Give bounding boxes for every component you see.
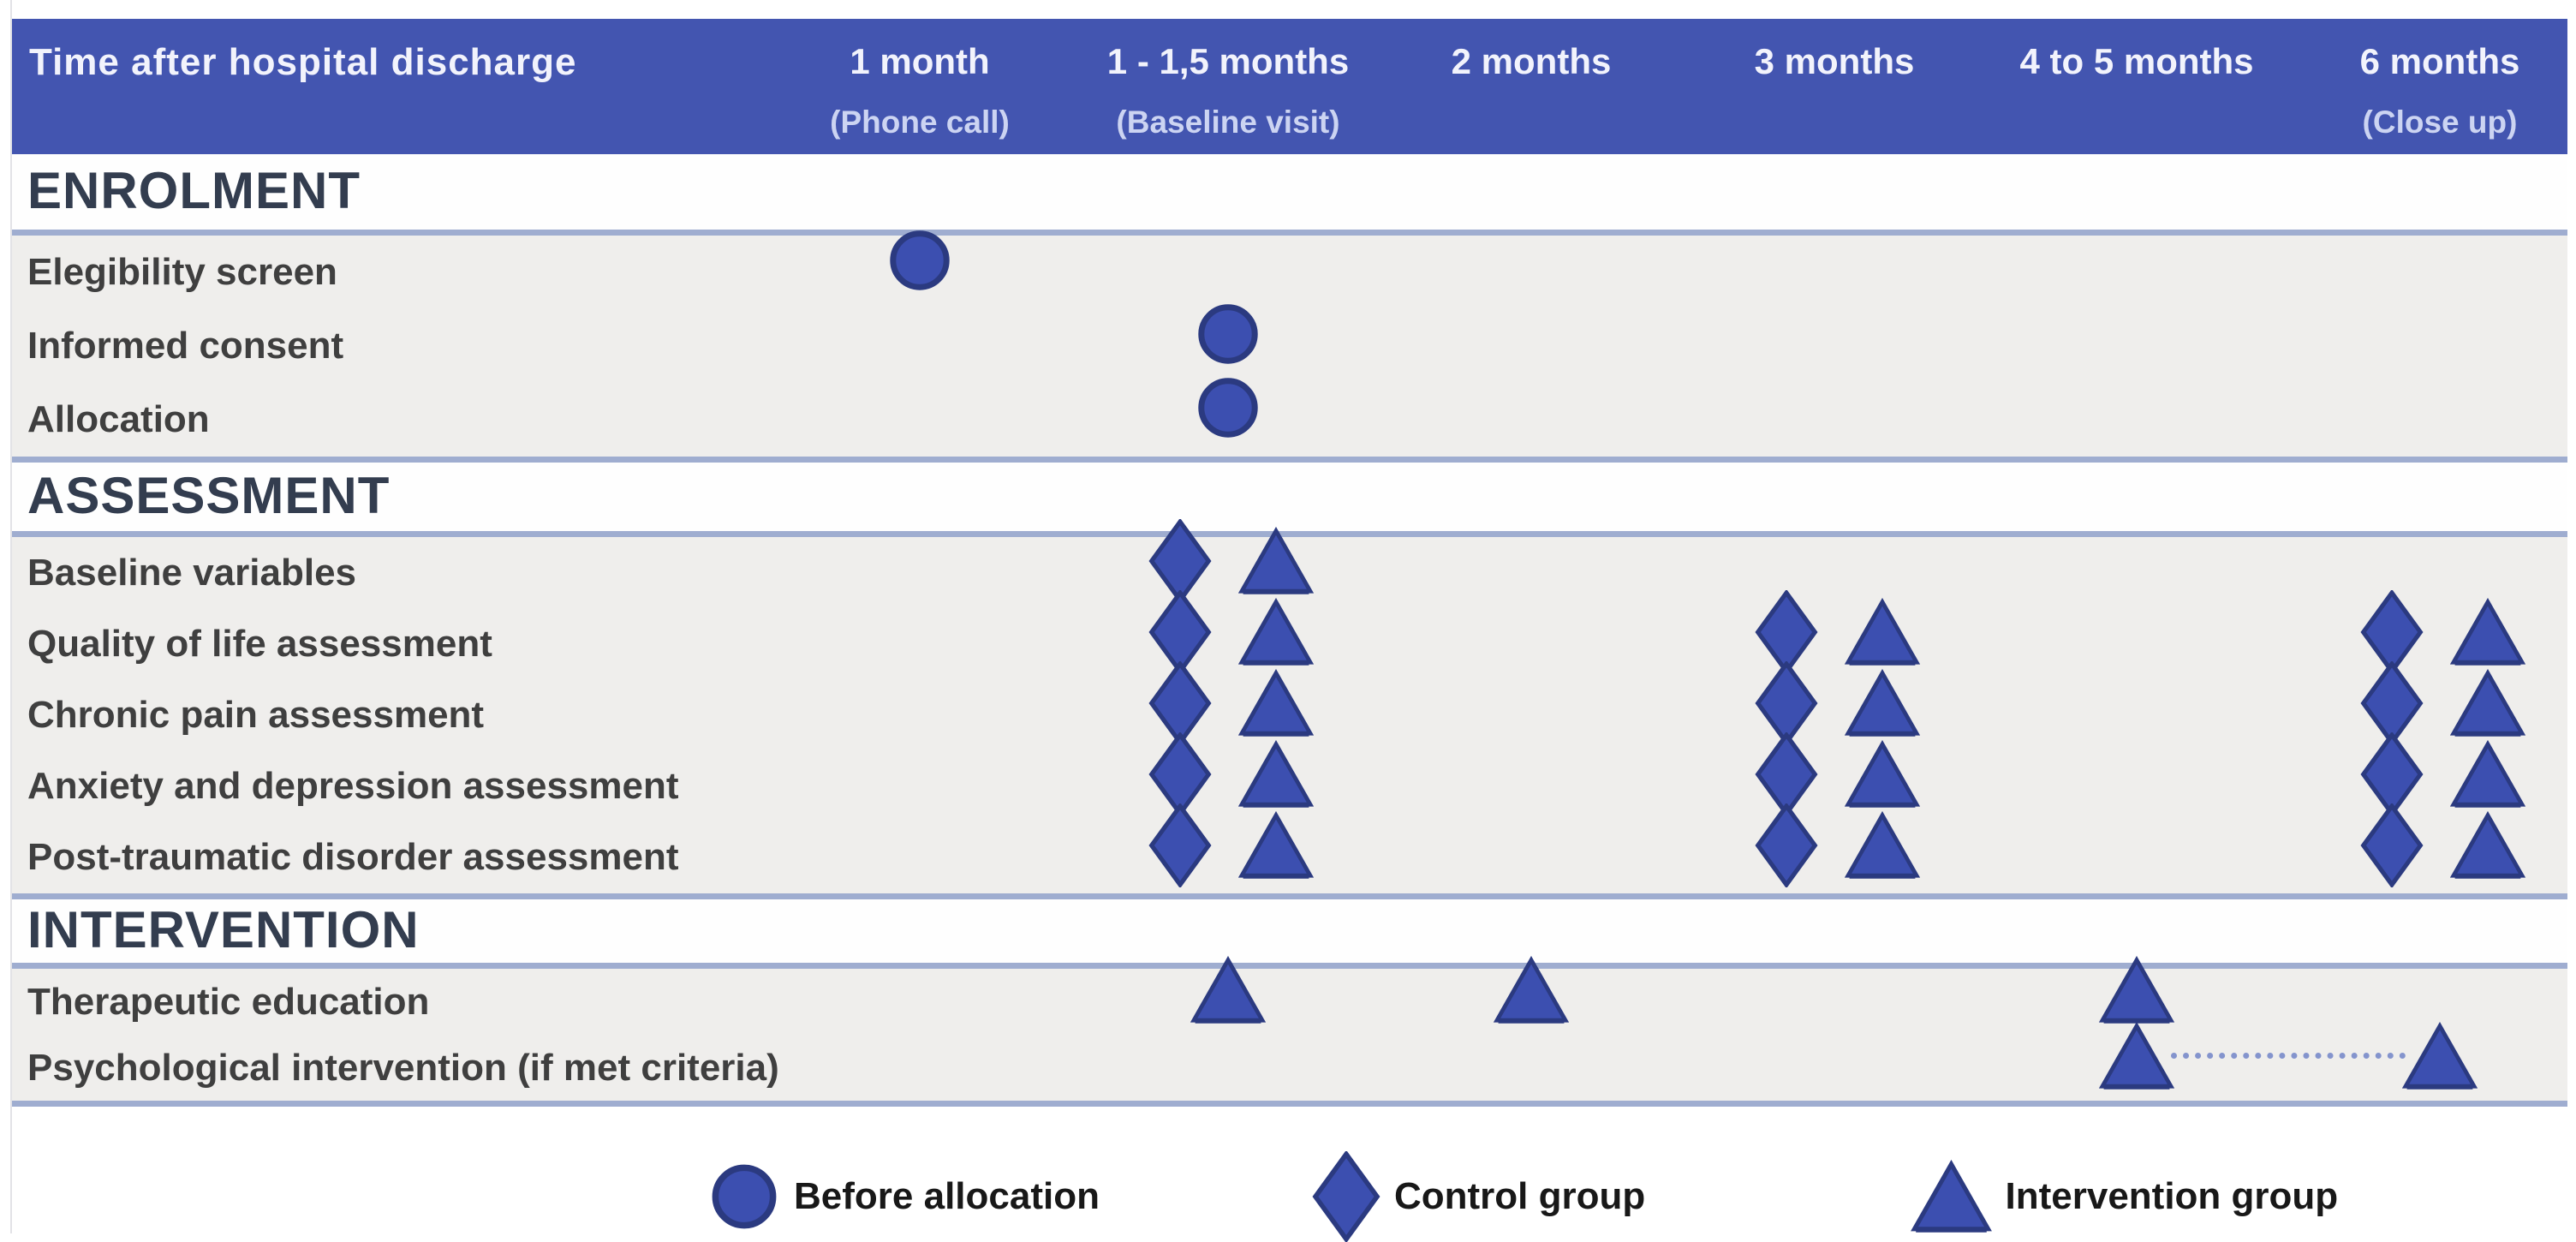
triangle-marker (1494, 955, 1569, 1024)
legend-label: Before allocation (794, 1175, 1100, 1217)
section-title: INTERVENTION (27, 901, 420, 959)
triangle-marker (1845, 811, 1920, 880)
triangle-marker (1910, 1160, 1992, 1233)
triangle-marker (1845, 668, 1920, 737)
legend: Before allocation Control group Interventi… (12, 1107, 2567, 1242)
circle-marker (1195, 374, 1261, 441)
column-header: 1 - 1,5 months (Baseline visit) (1044, 19, 1412, 154)
triangle-marker (1238, 811, 1314, 880)
schedule-row: Psychological intervention (if met crite… (12, 1021, 2567, 1101)
row-label: Anxiety and depression assessment (27, 765, 679, 808)
triangle-marker (2099, 955, 2174, 1024)
triangle-marker (1238, 668, 1314, 737)
section-heading-assessment: ASSESSMENT (12, 463, 2567, 531)
dashed-connector (2171, 1052, 2406, 1059)
section-divider-line (12, 531, 2567, 537)
triangle-marker (2450, 740, 2525, 809)
triangle-marker (1238, 526, 1314, 595)
column-header-sublabel: (Baseline visit) (1116, 104, 1340, 140)
row-label: Post-traumatic disorder assessment (27, 836, 679, 879)
row-label: Informed consent (27, 325, 344, 367)
column-header-label: 1 month (850, 41, 990, 81)
section-title: ENROLMENT (27, 162, 361, 220)
column-header-label: 4 to 5 months (2019, 41, 2254, 81)
column-header: 4 to 5 months (1953, 19, 2321, 154)
circle-marker (708, 1161, 780, 1233)
section-heading-intervention: INTERVENTION (12, 899, 2567, 963)
table-header: Time after hospital discharge 1 month (Ph… (12, 19, 2567, 154)
column-header: 2 months (1347, 19, 1715, 154)
column-header-sublabel: (Close up) (2362, 104, 2518, 140)
schedule-row: Allocation (12, 378, 2567, 457)
row-label: Therapeutic education (27, 980, 430, 1023)
triangle-marker (1845, 740, 1920, 809)
row-label: Psychological intervention (if met crite… (27, 1046, 779, 1089)
column-header: 6 months (Close up) (2256, 19, 2576, 154)
schedule-table: Time after hospital discharge 1 month (Ph… (10, 0, 2567, 1242)
section-divider-line (12, 1101, 2567, 1107)
schedule-row: Baseline variables (12, 518, 2567, 608)
triangle-marker (2450, 597, 2525, 666)
triangle-marker (1190, 955, 1266, 1024)
section-heading-enrolment: ENROLMENT (12, 154, 2567, 230)
column-header-label: 1 - 1,5 months (1106, 41, 1350, 81)
section-title: ASSESSMENT (27, 467, 391, 525)
row-label: Quality of life assessment (27, 622, 492, 665)
column-header: 3 months (1650, 19, 2018, 154)
schedule-row: Informed consent (12, 304, 2567, 383)
triangle-marker (2450, 811, 2525, 880)
row-label: Baseline variables (27, 551, 357, 594)
column-header-label: 3 months (1754, 41, 1915, 81)
column-header-sublabel: (Phone call) (830, 104, 1010, 140)
section-divider-line (12, 230, 2567, 236)
schedule-row: Therapeutic education (12, 955, 2567, 1035)
triangle-marker (2099, 1021, 2174, 1090)
row-label: Elegibility screen (27, 251, 337, 293)
column-header-label: 6 months (2359, 41, 2520, 81)
section-rows: Elegibility screen Informed consent Alloca… (12, 230, 2567, 457)
triangle-marker (1845, 597, 1920, 666)
diamond-marker (2360, 803, 2424, 888)
diamond-marker (1312, 1151, 1380, 1242)
row-label: Allocation (27, 398, 210, 440)
triangle-marker (2450, 668, 2525, 737)
section-divider-line (12, 457, 2567, 463)
triangle-marker (1238, 740, 1314, 809)
diamond-marker (1148, 803, 1212, 888)
section-rows: Baseline variables Quality of life assess… (12, 518, 2567, 893)
triangle-marker (2402, 1021, 2478, 1090)
triangle-marker (1238, 597, 1314, 666)
section-rows: Therapeutic education Psychological inter… (12, 955, 2567, 1101)
schedule-row: Elegibility screen (12, 230, 2567, 309)
section-divider-line (12, 963, 2567, 969)
schedule-row: Chronic pain assessment (12, 660, 2567, 750)
header-title: Time after hospital discharge (29, 41, 577, 83)
legend-item-circle: Before allocation (708, 1161, 1100, 1233)
column-header: 1 month (Phone call) (736, 19, 1104, 154)
legend-item-triangle: Intervention group (1910, 1160, 2339, 1233)
circle-marker (1195, 301, 1261, 367)
schedule-row: Post-traumatic disorder assessment (12, 803, 2567, 893)
section-divider-line (12, 893, 2567, 899)
circle-marker (886, 227, 953, 294)
column-header-label: 2 months (1451, 41, 1612, 81)
legend-item-diamond: Control group (1312, 1151, 1645, 1242)
diamond-marker (1755, 803, 1818, 888)
row-label: Chronic pain assessment (27, 693, 485, 736)
legend-label: Control group (1394, 1175, 1646, 1217)
legend-label: Intervention group (2005, 1175, 2339, 1217)
